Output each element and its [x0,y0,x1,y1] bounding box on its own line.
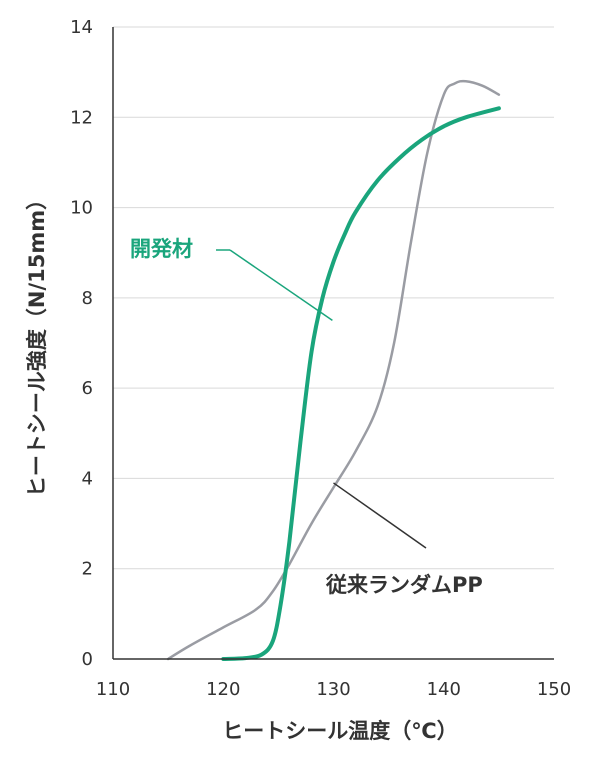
y-tick-label: 8 [82,288,93,309]
y-tick-label: 0 [82,649,93,670]
series-lines [166,79,501,661]
x-tick-label: 120 [206,679,240,700]
series-line-conventional [166,79,501,661]
y-tick-label: 14 [70,17,93,38]
annotation-conventional: 従来ランダムPP [325,573,483,597]
series-line-new-material [221,106,501,661]
annotation-leader-new-material [229,249,333,322]
tick-labels: 0 2 4 6 8 10 12 14 110 120 130 140 150 [70,17,571,700]
axes [112,27,554,660]
x-tick-label: 150 [537,679,571,700]
y-tick-label: 10 [70,198,93,219]
y-tick-label: 4 [82,468,93,489]
x-tick-label: 110 [96,679,130,700]
x-tick-label: 130 [316,679,350,700]
y-tick-label: 12 [70,107,93,128]
annotations: 開発材 従来ランダムPP [130,237,483,597]
x-tick-label: 140 [427,679,461,700]
y-tick-label: 6 [82,378,93,399]
annotation-leader-conventional [333,482,427,549]
annotation-new-material: 開発材 [130,237,193,261]
grid-lines [113,26,554,570]
x-axis-title: ヒートシール温度（℃） [222,719,457,743]
y-tick-label: 2 [82,559,93,580]
y-axis-title: ヒートシール強度（N/15mm） [25,189,49,497]
